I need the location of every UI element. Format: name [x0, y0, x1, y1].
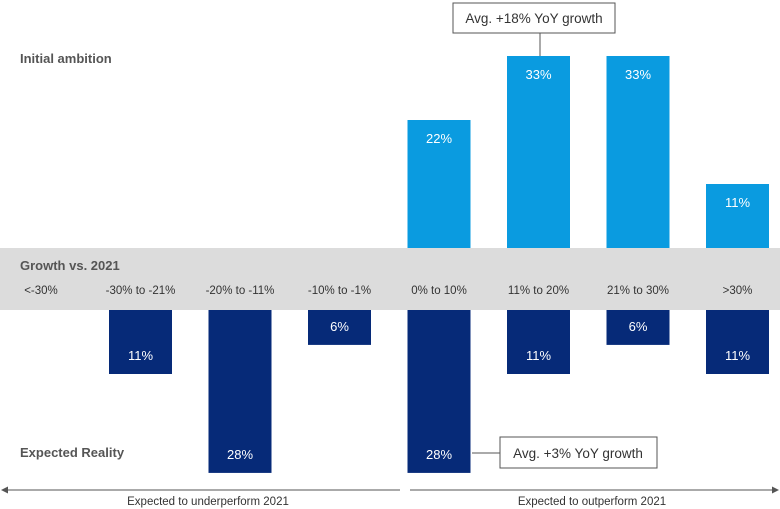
reality-bar-6	[606, 310, 670, 345]
outperform-range-arrowhead	[772, 486, 779, 494]
band-label: Growth vs. 2021	[20, 258, 120, 273]
reality-bar-2	[208, 310, 272, 473]
outperform-range-label: Expected to outperform 2021	[518, 496, 666, 508]
ambition-value-label-6: 33%	[625, 67, 651, 82]
ambition-annotation-box	[452, 2, 616, 34]
tick-label-6: 21% to 30%	[607, 285, 669, 297]
reality-value-label-4: 28%	[426, 447, 452, 462]
reality-value-label-6: 6%	[629, 319, 648, 334]
tick-label-1: -30% to -21%	[106, 285, 176, 297]
reality-bar-5	[507, 310, 570, 374]
tick-label-0: <-30%	[24, 285, 58, 297]
ambition-bar-6	[606, 56, 670, 248]
tick-label-7: >30%	[723, 285, 753, 297]
ambition-value-label-4: 22%	[426, 131, 452, 146]
ambition-value-label-7: 11%	[725, 195, 750, 210]
ambition-value-label-5: 33%	[525, 67, 551, 82]
reality-bar-3	[308, 310, 371, 345]
tick-label-2: -20% to -11%	[206, 285, 275, 297]
series-label-initial-ambition: Initial ambition	[20, 51, 112, 66]
underperform-range-arrowhead	[1, 486, 8, 494]
reality-bar-7	[706, 310, 769, 374]
reality-value-label-7: 11%	[725, 348, 750, 363]
series-label-expected-reality: Expected Reality	[20, 445, 125, 460]
ambition-bar-7	[706, 184, 769, 248]
tick-label-4: 0% to 10%	[411, 285, 467, 297]
tick-label-3: -10% to -1%	[308, 285, 371, 297]
tick-label-5: 11% to 20%	[508, 285, 569, 297]
reality-annotation-text: Avg. +3% YoY growth	[513, 446, 643, 461]
reality-bar-4	[407, 310, 471, 473]
reality-value-label-5: 11%	[526, 348, 551, 363]
category-band	[0, 248, 780, 310]
ambition-bar-5	[507, 56, 570, 248]
reality-value-label-1: 11%	[128, 348, 153, 363]
underperform-range-label: Expected to underperform 2021	[127, 496, 289, 508]
reality-value-label-2: 28%	[227, 447, 253, 462]
reality-annotation-box	[499, 436, 658, 469]
reality-bar-1	[109, 310, 172, 374]
reality-value-label-3: 6%	[330, 319, 349, 334]
ambition-bar-4	[407, 120, 471, 248]
ambition-annotation-text: Avg. +18% YoY growth	[465, 11, 602, 26]
